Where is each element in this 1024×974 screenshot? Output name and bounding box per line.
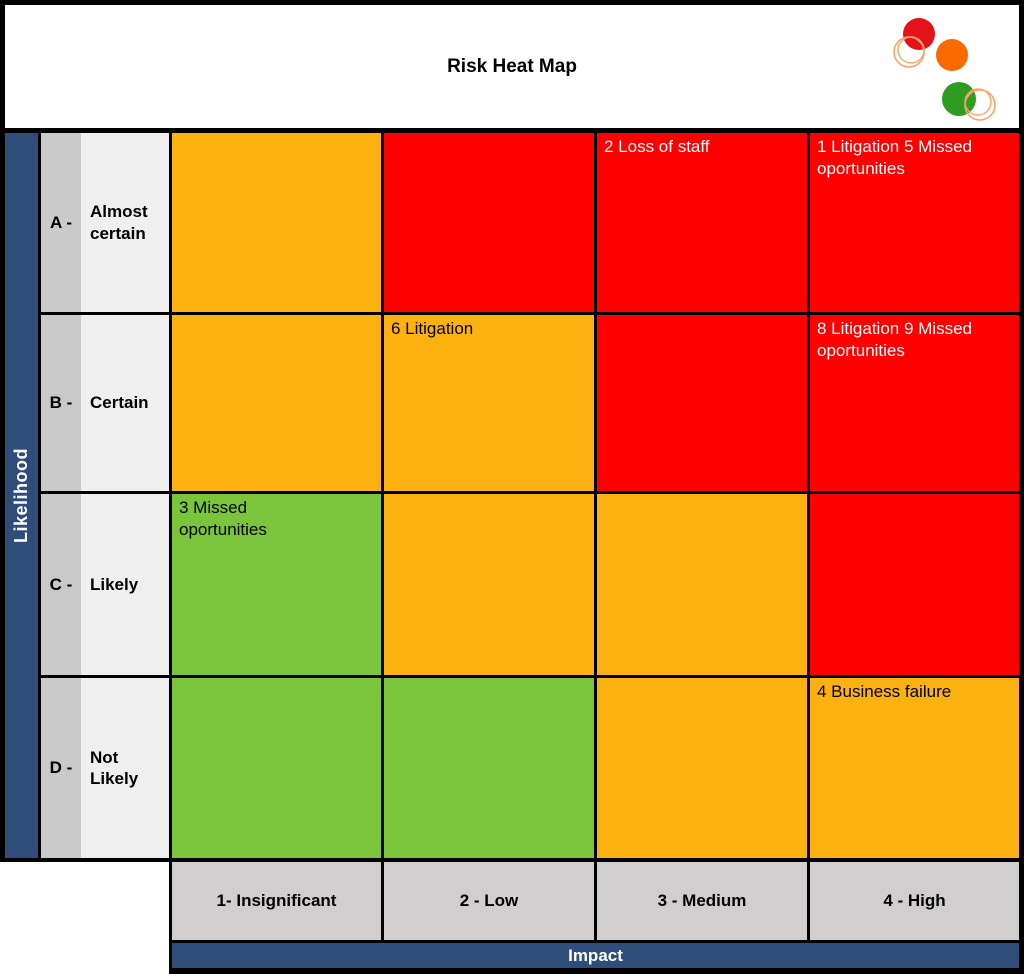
logo-ring-left-inner-icon [897, 36, 925, 64]
three-circles-logo [893, 18, 996, 121]
heatmap-cell-C1: 3 Missed oportunities [172, 494, 381, 675]
row-label-text-D: Not Likely [81, 678, 169, 858]
heatmap-cell-D1 [172, 678, 381, 858]
impact-header-2: 2 - Low [384, 862, 594, 940]
heatmap-cell-A2 [384, 133, 594, 312]
heatmap-cell-C3 [597, 494, 807, 675]
page-title: Risk Heat Map [447, 55, 577, 77]
row-key-C: C - [41, 494, 81, 675]
heatmap-cell-B3 [597, 315, 807, 491]
chart-header: Risk Heat Map [0, 0, 1024, 128]
heatmap-cell-A1 [172, 133, 381, 312]
heatmap-cell-B2: 6 Litigation [384, 315, 594, 491]
heatmap-cell-C4 [810, 494, 1019, 675]
likelihood-axis-title: Likelihood [11, 448, 31, 543]
impact-axis-bar: Impact [172, 943, 1019, 968]
heatmap-cell-C2 [384, 494, 594, 675]
row-label-text-A: Almost certain [81, 133, 169, 312]
row-label-C: C - Likely [41, 494, 169, 675]
row-key-B: B - [41, 315, 81, 491]
row-key-A: A - [41, 133, 81, 312]
row-key-D: D - [41, 678, 81, 858]
heatmap-grid: Likelihood A - Almost certain 2 Loss of st… [0, 128, 1024, 862]
row-label-B: B - Certain [41, 315, 169, 491]
likelihood-axis-bar: Likelihood [5, 133, 38, 858]
impact-header-3: 3 - Medium [597, 862, 807, 940]
impact-header-1: 1- Insignificant [172, 862, 381, 940]
logo-ring-right-inner-icon [964, 88, 992, 116]
heatmap-cell-D4: 4 Business failure [810, 678, 1019, 858]
impact-axis: Impact 1- Insignificant 2 - Low 3 - Medium… [169, 862, 1024, 974]
row-label-D: D - Not Likely [41, 678, 169, 858]
heatmap-cell-B1 [172, 315, 381, 491]
logo-red-circle [903, 18, 935, 50]
heatmap-cell-A4: 1 Litigation 5 Missed oportunities [810, 133, 1019, 312]
heatmap-cell-A3: 2 Loss of staff [597, 133, 807, 312]
logo-orange-circle [936, 39, 968, 71]
row-label-A: A - Almost certain [41, 133, 169, 312]
heatmap-cell-B4: 8 Litigation 9 Missed oportunities [810, 315, 1019, 491]
heatmap-cell-D3 [597, 678, 807, 858]
row-label-text-B: Certain [81, 315, 169, 491]
impact-header-4: 4 - High [810, 862, 1019, 940]
row-label-text-C: Likely [81, 494, 169, 675]
impact-axis-title: Impact [568, 945, 623, 965]
logo-green-circle [942, 82, 976, 116]
heatmap-cell-D2 [384, 678, 594, 858]
